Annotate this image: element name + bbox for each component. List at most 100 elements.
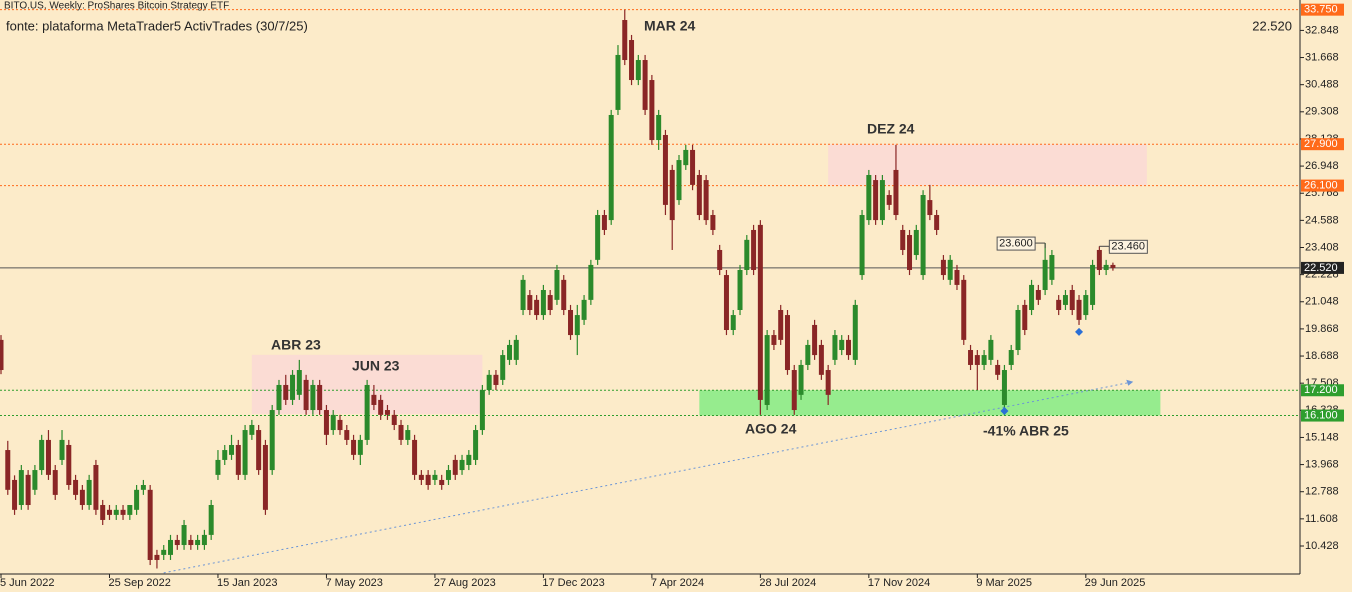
candle-body — [839, 339, 845, 351]
candle-body — [323, 410, 329, 435]
y-tick-label: 13.968 — [1305, 458, 1339, 470]
candle-body — [588, 264, 594, 300]
candle-body — [1062, 295, 1068, 305]
annotation: -41% ABR 25 — [983, 423, 1069, 439]
candle-body — [296, 370, 302, 395]
candle-body — [1008, 350, 1014, 365]
candle-body — [283, 384, 289, 400]
annotation: AGO 24 — [745, 421, 797, 437]
candle-body — [540, 289, 546, 316]
candle-body — [93, 464, 99, 510]
candle-body — [656, 114, 662, 141]
y-tick-label: 26.948 — [1305, 160, 1339, 172]
candle-body — [100, 505, 106, 520]
candle-body — [317, 384, 323, 411]
level-label: 33.750 — [1304, 4, 1338, 16]
candle-body — [201, 534, 207, 546]
x-tick-label: 5 Jun 2022 — [0, 577, 54, 589]
candle-body — [174, 539, 180, 546]
x-tick-label: 9 Mar 2025 — [976, 577, 1032, 589]
level-label-box — [1301, 409, 1344, 422]
y-tick-label: 32.848 — [1305, 24, 1339, 36]
candle-body — [222, 450, 228, 460]
annotation: MAR 24 — [644, 18, 696, 34]
candle-body — [134, 489, 140, 510]
candle-body — [140, 485, 146, 490]
candle-body — [988, 339, 994, 360]
candle-body — [1110, 264, 1116, 268]
price-label: 23.460 — [1111, 241, 1145, 253]
candle-body — [249, 424, 255, 435]
level-label: 22.520 — [1304, 262, 1338, 274]
candle-body — [256, 430, 262, 471]
candle-body — [486, 374, 492, 391]
candle-body — [1076, 299, 1082, 320]
candle-body — [269, 410, 275, 471]
candle-body — [466, 454, 472, 465]
candle-body — [398, 424, 404, 440]
candle-body — [154, 554, 160, 560]
candle-body — [940, 259, 946, 276]
candle-body — [690, 149, 696, 185]
candle-body — [771, 335, 777, 345]
candle-body — [18, 470, 24, 506]
candle-body — [717, 249, 723, 270]
candle-body — [1042, 259, 1048, 290]
candle-body — [730, 315, 736, 331]
candle-body — [595, 215, 601, 260]
candle-body — [629, 40, 635, 81]
candle-body — [405, 430, 411, 440]
x-tick-label: 29 Jun 2025 — [1085, 577, 1146, 589]
candle-body — [859, 215, 865, 276]
candle-body — [445, 470, 451, 480]
candle-body — [1022, 304, 1028, 331]
candle-body — [825, 370, 831, 395]
candle-body — [357, 439, 363, 455]
y-tick-label: 29.308 — [1305, 106, 1339, 118]
candle-body — [229, 444, 235, 455]
candle-body — [1096, 249, 1102, 270]
candle-body — [473, 430, 479, 460]
candle-body — [954, 269, 960, 285]
candle-body — [303, 379, 309, 411]
candle-body — [127, 505, 133, 515]
candle-body — [418, 474, 424, 480]
zone — [828, 144, 1147, 186]
candle-body — [39, 439, 45, 471]
candle-body — [73, 479, 79, 495]
annotation: DEZ 24 — [867, 121, 915, 137]
level-label-box — [1301, 261, 1344, 274]
candle-body — [262, 444, 268, 510]
candle-body — [805, 344, 811, 365]
price-label-box — [1108, 239, 1148, 254]
trendline-arrow — [1126, 379, 1134, 386]
marker — [1075, 327, 1084, 336]
candle-body — [581, 299, 587, 320]
candle-body — [784, 315, 790, 371]
candle-body — [1035, 289, 1041, 300]
candle-body — [757, 224, 763, 400]
candle-body — [934, 215, 940, 230]
candle-body — [696, 175, 702, 216]
candle-body — [181, 525, 187, 546]
y-tick-label: 11.608 — [1305, 513, 1338, 525]
candle-body — [554, 269, 560, 300]
candle-body — [1056, 299, 1062, 310]
candle-body — [1015, 309, 1021, 351]
candle-body — [723, 275, 729, 331]
candle-body — [961, 279, 967, 340]
chart-title: BITO.US, Weekly: ProShares Bitcoin Strat… — [4, 1, 229, 12]
candle-body — [852, 304, 858, 360]
candle-body — [778, 309, 784, 340]
x-tick-label: 25 Sep 2022 — [108, 577, 170, 589]
candle-body — [384, 410, 390, 415]
candle-body — [66, 444, 72, 486]
candle-body — [79, 489, 85, 506]
candle-body — [290, 374, 296, 400]
candle-body — [649, 80, 655, 141]
candle-body — [425, 474, 431, 486]
candle-body — [195, 539, 201, 546]
candle-body — [1103, 264, 1109, 270]
candle-body — [493, 374, 499, 385]
candle-body — [235, 444, 241, 475]
